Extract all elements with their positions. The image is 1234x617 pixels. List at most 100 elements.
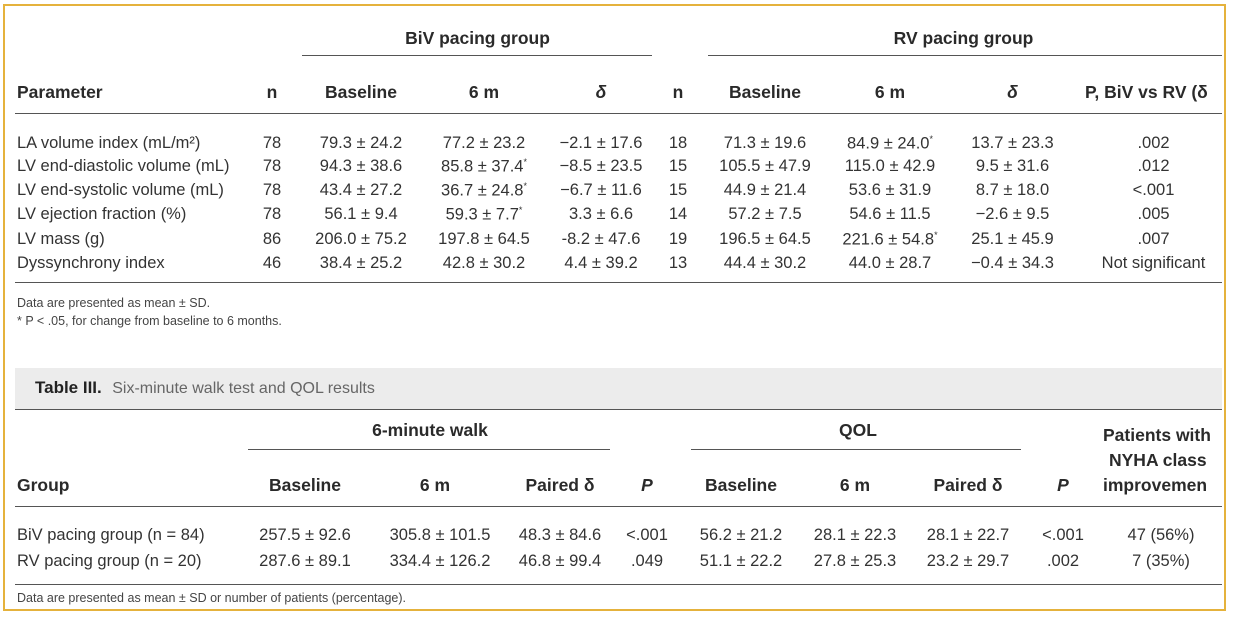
- table2-cell-m1: 36.7 ± 24.8*: [441, 181, 527, 200]
- table3-cell-pd2: 23.2 ± 29.7: [926, 552, 1010, 570]
- table3-cell-p1: .049: [630, 552, 664, 570]
- table2-cell-b1: 206.0 ± 75.2: [315, 230, 407, 248]
- table2-cell-m2: 221.6 ± 54.8*: [842, 230, 938, 249]
- table2-cell-m2: 44.0 ± 28.7: [848, 254, 932, 272]
- header-nyha-line2: NYHA class: [1109, 450, 1207, 470]
- header-delta-biv: δ: [595, 82, 607, 102]
- table2-cell-d2: −2.6 ± 9.5: [975, 205, 1050, 223]
- header-baseline-biv: Baseline: [325, 82, 397, 102]
- table2-cell-n2: 19: [668, 230, 688, 248]
- table2-cell-d2: 9.5 ± 31.6: [975, 157, 1050, 175]
- table2-cell-d2: 25.1 ± 45.9: [971, 230, 1054, 248]
- table2-cell-n2: 15: [668, 181, 688, 199]
- header-walk-p: P: [641, 475, 653, 495]
- image-frame: BiV pacing group RV pacing group Paramet…: [3, 4, 1226, 611]
- table2-cell-b2: 44.4 ± 30.2: [723, 254, 807, 272]
- table3-cell-pd1: 48.3 ± 84.6: [518, 526, 602, 544]
- table3-cell-nyha: 47 (56%): [1127, 526, 1195, 544]
- table2-cell-b1: 94.3 ± 38.6: [319, 157, 403, 175]
- table2-cell-b2: 57.2 ± 7.5: [728, 205, 802, 223]
- header-parameter: Parameter: [17, 82, 103, 102]
- header-nyha-line3: improvemen: [1103, 475, 1208, 495]
- table2-cell-b2: 105.5 ± 47.9: [719, 157, 811, 175]
- table2-cell-m1: 59.3 ± 7.7*: [445, 205, 523, 224]
- table3-cell-p1: <.001: [626, 526, 668, 544]
- table3-header-rule: [15, 506, 1222, 507]
- header-qol-6m: 6 m: [839, 475, 871, 495]
- table2-cell-p: Not significant: [1101, 254, 1206, 272]
- table3-top-rule: [15, 409, 1222, 410]
- table2-cell-n1: 86: [262, 230, 282, 248]
- table2-cell-b2: 71.3 ± 19.6: [723, 134, 807, 152]
- header-walk-baseline: Baseline: [269, 475, 341, 495]
- table2-cell-d2: −0.4 ± 34.3: [971, 254, 1054, 272]
- table2-cell-b2: 44.9 ± 21.4: [723, 181, 807, 199]
- group-header-rv: RV pacing group: [893, 28, 1034, 48]
- table2-cell-p: .012: [1137, 157, 1170, 175]
- table2-cell-n1: 78: [262, 157, 282, 175]
- document-page: BiV pacing group RV pacing group Paramet…: [5, 6, 1222, 607]
- table2-bottom-rule: [15, 282, 1222, 283]
- table3-cell-group: RV pacing group (n = 20): [17, 552, 202, 570]
- table2-cell-d1: -8.2 ± 47.6: [561, 230, 641, 248]
- table3-title-band: [15, 368, 1222, 409]
- group-header-walk: 6-minute walk: [372, 420, 488, 440]
- header-walk-paired: Paired δ: [525, 475, 595, 495]
- header-qol-paired: Paired δ: [933, 475, 1003, 495]
- table2-cell-d1: 4.4 ± 39.2: [564, 254, 638, 272]
- header-6m-biv: 6 m: [468, 82, 500, 102]
- header-walk-6m: 6 m: [419, 475, 451, 495]
- header-qol-p: P: [1057, 475, 1069, 495]
- table2-cell-n2: 15: [668, 157, 688, 175]
- table3-cell-b1: 257.5 ± 92.6: [259, 526, 351, 544]
- table3-cell-nyha: 7 (35%): [1132, 552, 1190, 570]
- table3-label: Table III.: [35, 378, 102, 397]
- table2-cell-m1: 42.8 ± 30.2: [442, 254, 526, 272]
- table2-cell-p: .005: [1137, 205, 1170, 223]
- header-rule: [15, 113, 1222, 114]
- group-header-qol: QOL: [839, 420, 877, 440]
- table2-cell-p: .002: [1137, 134, 1170, 152]
- header-n-biv: n: [266, 82, 278, 102]
- table2-cell-b1: 43.4 ± 27.2: [319, 181, 403, 199]
- table3-cell-m2: 28.1 ± 22.3: [813, 526, 897, 544]
- table2-cell-n1: 78: [262, 205, 282, 223]
- group-rule-walk: [248, 449, 610, 450]
- group-header-biv: BiV pacing group: [405, 28, 550, 48]
- table3-cell-p2: <.001: [1042, 526, 1084, 544]
- table3-cell-m2: 27.8 ± 25.3: [813, 552, 897, 570]
- table2-cell-param: Dyssynchrony index: [17, 254, 165, 272]
- table2-cell-n1: 46: [262, 254, 282, 272]
- table3-title: Six-minute walk test and QOL results: [112, 380, 375, 397]
- header-p-biv-vs-rv: P, BiV vs RV (δ: [1085, 82, 1208, 102]
- table3-caption: Table III. Six-minute walk test and QOL …: [35, 378, 375, 398]
- table2-cell-d1: −6.7 ± 11.6: [560, 181, 642, 199]
- header-n-rv: n: [672, 82, 684, 102]
- header-delta-rv: δ: [1007, 82, 1018, 102]
- group-rule-rv: [708, 55, 1222, 56]
- table2-cell-n2: 14: [668, 205, 688, 223]
- table3-note: Data are presented as mean ± SD or numbe…: [17, 591, 407, 605]
- table2-cell-p: .007: [1137, 230, 1170, 248]
- table2-cell-m1: 77.2 ± 23.2: [442, 134, 526, 152]
- table2-cell-b1: 56.1 ± 9.4: [324, 205, 398, 223]
- table2-cell-p: <.001: [1132, 181, 1175, 199]
- header-nyha-line1: Patients with: [1103, 425, 1211, 445]
- table2-cell-n2: 13: [668, 254, 688, 272]
- table2-cell-m2: 54.6 ± 11.5: [849, 205, 931, 223]
- table2-note-1: Data are presented as mean ± SD.: [17, 296, 211, 310]
- table3-cell-pd2: 28.1 ± 22.7: [926, 526, 1010, 544]
- table2-cell-m1: 85.8 ± 37.4*: [441, 157, 527, 176]
- table2-cell-param: LV end-systolic volume (mL): [17, 181, 224, 199]
- group-rule-qol: [691, 449, 1021, 450]
- header-baseline-rv: Baseline: [729, 82, 801, 102]
- table2-cell-param: LV mass (g): [17, 230, 105, 248]
- header-6m-rv: 6 m: [874, 82, 906, 102]
- table2-cell-b2: 196.5 ± 64.5: [719, 230, 811, 248]
- table2-note-2: * P < .05, for change from baseline to 6…: [17, 314, 282, 328]
- table3-cell-b1: 287.6 ± 89.1: [259, 552, 351, 570]
- table3-cell-pd1: 46.8 ± 99.4: [518, 552, 602, 570]
- header-group: Group: [17, 475, 70, 495]
- table2-cell-n2: 18: [668, 134, 688, 152]
- table3-cell-b2: 51.1 ± 22.2: [699, 552, 783, 570]
